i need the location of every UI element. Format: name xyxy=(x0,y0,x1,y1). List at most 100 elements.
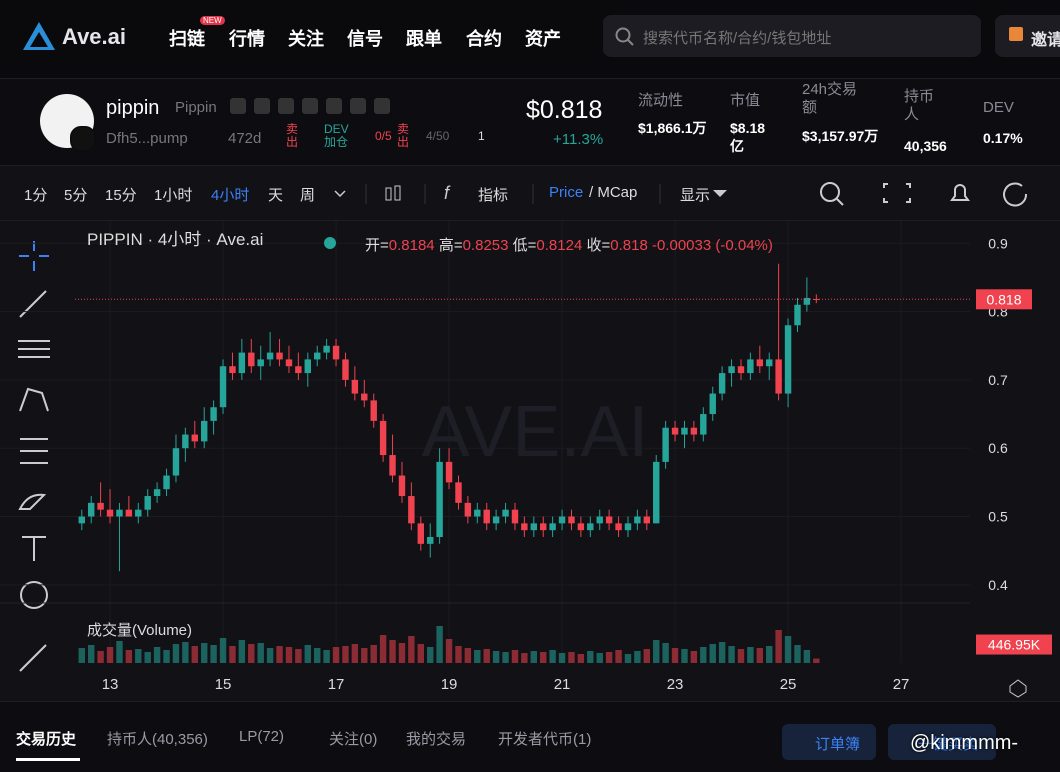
ohlc-label: 低= xyxy=(513,237,537,254)
x-tick-label: 13 xyxy=(102,676,119,693)
volume-bar xyxy=(756,648,764,663)
volume-bar xyxy=(97,651,104,663)
token-change: +11.3% xyxy=(553,131,604,148)
nav-item[interactable]: 扫链 xyxy=(169,29,205,49)
invite-button[interactable]: 邀请 xyxy=(995,15,1060,57)
nav-item[interactable]: 合约 xyxy=(466,29,502,49)
ohlc-legend: 开=0.8184 高=0.8253 低=0.8124 收=0.818 -0.00… xyxy=(365,237,773,254)
tab[interactable]: 关注(0) xyxy=(329,731,378,748)
tab[interactable]: 交易历史 xyxy=(16,731,77,748)
candle-body xyxy=(408,496,415,524)
drawing-tools xyxy=(18,241,50,672)
token-age: 472d xyxy=(228,130,262,147)
candle-body xyxy=(596,516,603,524)
search-box[interactable]: 搜索代币名称/合约/钱包地址 xyxy=(603,15,981,57)
quick-trade-button[interactable]: 一键买卖 xyxy=(888,724,996,760)
settings-icon[interactable] xyxy=(1009,679,1027,698)
nav-item[interactable]: 关注 xyxy=(288,29,324,49)
candle-body xyxy=(295,366,302,374)
nav-item[interactable]: 信号 xyxy=(347,29,383,49)
x-tick-label: 23 xyxy=(667,676,684,693)
volume-bar xyxy=(219,638,227,663)
candle-body xyxy=(492,516,500,524)
candle-body xyxy=(106,509,114,517)
volume-bar xyxy=(295,649,302,663)
volume-last-label: 446.95K xyxy=(988,637,1041,653)
volume-bar xyxy=(351,644,359,663)
volume-bar xyxy=(653,640,660,663)
stat-label: 市值 xyxy=(730,92,761,109)
candle-body xyxy=(737,366,745,374)
logo[interactable]: Ave.ai xyxy=(62,24,127,49)
candle-body xyxy=(700,414,707,435)
indicator-button[interactable]: 指标 xyxy=(478,187,509,204)
order-book-button[interactable]: 订单簿 xyxy=(782,724,876,760)
interval[interactable]: 4小时 xyxy=(211,187,250,204)
stat-value: 0.17% xyxy=(983,130,1023,146)
price-toggle[interactable]: Price xyxy=(549,184,584,201)
token-address[interactable]: Dfh5...pump xyxy=(106,130,188,147)
interval[interactable]: 15分 xyxy=(105,187,137,204)
toolbar-right-icons xyxy=(820,182,1028,207)
volume-bar xyxy=(681,649,688,663)
visibility-icon[interactable] xyxy=(324,237,336,249)
volume-bar xyxy=(483,649,490,663)
volume-bar xyxy=(587,651,594,663)
token-symbol: Pippin xyxy=(175,99,217,116)
search-placeholder: 搜索代币名称/合约/钱包地址 xyxy=(643,30,832,47)
candle-body xyxy=(436,461,443,538)
volume-bar xyxy=(568,652,575,663)
candle-body xyxy=(530,523,538,531)
volume-bar xyxy=(474,650,481,663)
candle-body xyxy=(332,345,340,360)
volume-bar xyxy=(172,644,180,663)
chart-title: PIPPIN · 4小时 · Ave.ai xyxy=(87,230,263,249)
tab[interactable]: 我的交易 xyxy=(406,731,467,748)
stat-value: 40,356 xyxy=(904,138,947,154)
x-tick-label: 21 xyxy=(554,676,571,693)
candle-body xyxy=(445,461,453,483)
x-tick-label: 19 xyxy=(441,676,458,693)
logo-icon xyxy=(23,22,55,50)
volume-tag xyxy=(976,634,1052,655)
ohlc-value: 0.818 xyxy=(610,237,648,254)
tab[interactable]: 持币人(40,356) xyxy=(107,731,208,748)
x-tick-label: 27 xyxy=(893,676,910,693)
candle-body xyxy=(342,359,349,380)
candle-body xyxy=(568,516,575,524)
interval[interactable]: 1分 xyxy=(24,187,48,204)
tag: 0/5 xyxy=(375,129,392,143)
candle-body xyxy=(624,523,632,531)
candle-body xyxy=(144,496,151,510)
candle-body xyxy=(784,325,792,394)
mcap-toggle[interactable]: / MCap xyxy=(589,184,638,201)
nav-item[interactable]: 跟单 xyxy=(406,29,442,49)
candle-body xyxy=(540,523,547,531)
tab[interactable]: 开发者代币(1) xyxy=(498,731,592,748)
candle-body xyxy=(521,523,528,531)
ohlc-value: 0.8253 xyxy=(463,237,509,254)
y-tick-label: 0.4 xyxy=(988,577,1008,593)
tab[interactable]: LP(72) xyxy=(239,728,285,745)
candle-body xyxy=(766,359,773,367)
candle-body xyxy=(747,359,754,374)
interval[interactable]: 5分 xyxy=(64,187,88,204)
interval[interactable]: 1小时 xyxy=(154,187,193,204)
nav-item[interactable]: 资产 xyxy=(525,29,561,49)
candle-body xyxy=(558,516,566,524)
interval[interactable]: 天 xyxy=(268,187,284,204)
volume-bar xyxy=(662,643,669,663)
x-tick-label: 17 xyxy=(328,676,345,693)
volume-bar xyxy=(417,644,425,663)
candle-body xyxy=(361,393,368,401)
candle-body xyxy=(549,523,556,531)
volume-bar xyxy=(257,643,264,663)
nav-item[interactable]: 行情 xyxy=(229,29,265,49)
volume-bar xyxy=(747,647,754,663)
volume-bar xyxy=(540,652,547,663)
interval[interactable]: 周 xyxy=(300,187,316,204)
volume-bar xyxy=(775,630,782,663)
candle-body xyxy=(314,352,321,360)
stat-label: 24h交易额 xyxy=(802,81,858,116)
display-button[interactable]: 显示 xyxy=(680,187,711,204)
